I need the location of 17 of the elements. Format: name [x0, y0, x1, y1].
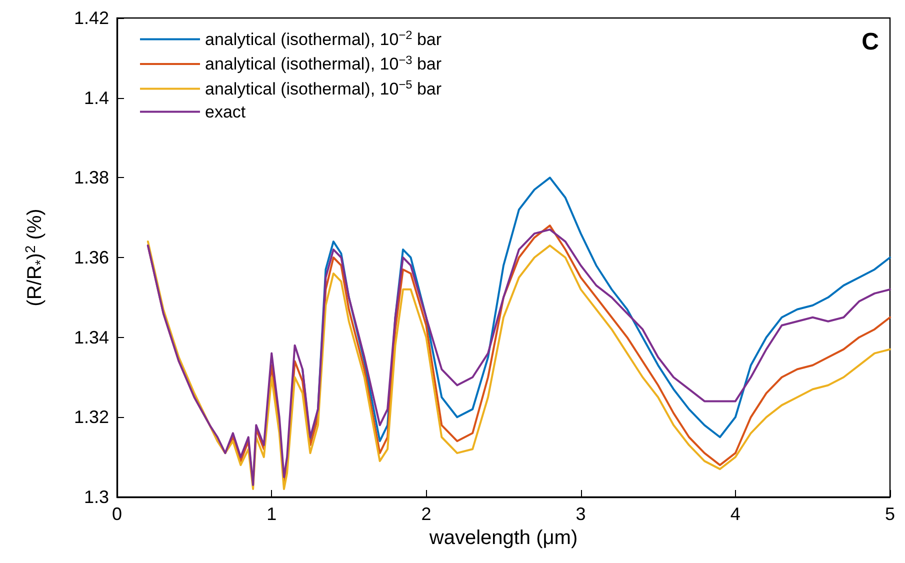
x-axis-title: wavelength (μm) [428, 526, 578, 549]
x-tick-label: 2 [421, 504, 432, 524]
y-tick-label: 1.32 [74, 407, 109, 428]
y-tick-label: 1.36 [74, 248, 109, 268]
y-tick-label: 1.3 [84, 487, 109, 507]
x-tick-label: 0 [112, 504, 122, 524]
annotation: C [862, 28, 880, 56]
y-tick-label: 1.38 [74, 168, 109, 188]
y-axis-title: (R/R*)2 (%) [22, 208, 48, 306]
y-tick-label: 1.4 [84, 88, 109, 108]
x-tick-label: 4 [730, 504, 740, 524]
x-tick-label: 3 [576, 504, 586, 524]
x-tick-label: 5 [884, 504, 896, 524]
x-tick-label: 1 [266, 504, 277, 524]
y-tick-label: 1.42 [74, 8, 109, 28]
legend-label: exact [205, 102, 246, 122]
y-tick-label: 1.34 [74, 327, 109, 348]
